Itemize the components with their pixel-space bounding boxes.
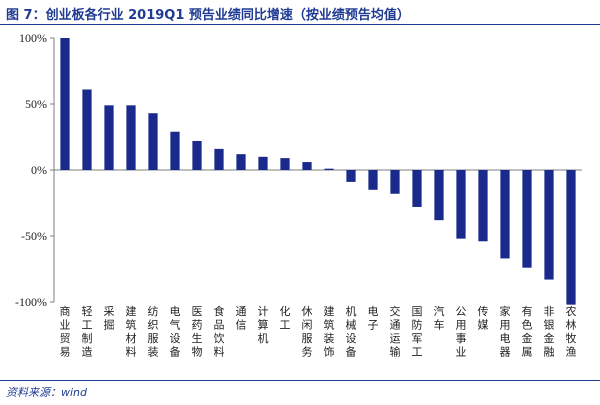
- x-category-label: 汽车: [434, 304, 445, 332]
- bar: [522, 170, 532, 268]
- bar: [412, 170, 422, 207]
- x-category-label: 计算机: [258, 305, 269, 345]
- x-category-label: 食品饮料: [214, 304, 225, 359]
- y-tick-label: -100%: [15, 295, 47, 309]
- source-rule: [0, 380, 600, 381]
- x-category-label: 农林牧渔: [566, 304, 577, 359]
- bar: [258, 156, 268, 170]
- x-category-label: 医药生物: [192, 305, 203, 359]
- x-category-label: 建筑装饰: [324, 304, 335, 359]
- bar: [434, 170, 444, 221]
- source-note: 资料来源：wind: [6, 386, 88, 399]
- x-category-label: 传媒: [478, 305, 489, 332]
- bar: [478, 170, 488, 242]
- bar-chart: 100% 50% 0% -50% -100% 商业贸易轻工制造采掘建筑材料纺织服装电气设…: [15, 31, 582, 359]
- x-category-label: 机械设备: [346, 304, 357, 359]
- bar: [280, 158, 290, 170]
- y-axis: 100% 50% 0% -50% -100%: [15, 31, 582, 309]
- x-category-label: 电气设备: [170, 305, 181, 359]
- bar: [60, 38, 70, 170]
- bar: [500, 170, 510, 259]
- bar: [148, 113, 158, 170]
- bar: [170, 131, 180, 170]
- x-category-label: 有色金属: [522, 304, 533, 359]
- x-category-label: 休闲服务: [302, 305, 313, 359]
- y-tick-label: 0%: [31, 163, 47, 177]
- x-category-label: 采掘: [104, 305, 115, 332]
- x-category-label: 纺织服装: [148, 304, 159, 359]
- bar: [456, 170, 466, 239]
- x-category-label: 轻工制造: [82, 304, 93, 359]
- category-labels: 商业贸易轻工制造采掘建筑材料纺织服装电气设备医药生物食品饮料通信计算机化工休闲服…: [60, 304, 577, 359]
- x-category-label: 化工: [280, 304, 291, 332]
- x-category-label: 建筑材料: [126, 304, 137, 359]
- bar: [82, 89, 92, 170]
- x-category-label: 通信: [236, 305, 247, 332]
- x-category-label: 非银金融: [544, 305, 555, 359]
- bar: [544, 170, 554, 280]
- title-rule: [0, 24, 600, 25]
- bar: [324, 168, 334, 170]
- x-category-label: 国防军工: [412, 305, 423, 359]
- bar: [126, 105, 136, 170]
- bars: [60, 38, 576, 305]
- x-category-label: 家用电器: [500, 304, 511, 359]
- figure-title: 图 7：创业板各行业 2019Q1 预告业绩同比增速（按业绩预告均值）: [6, 8, 410, 23]
- y-tick-label: -50%: [21, 229, 47, 243]
- y-tick-label: 50%: [25, 97, 47, 111]
- bar: [192, 140, 202, 170]
- bar: [346, 170, 356, 182]
- x-category-label: 商业贸易: [60, 304, 71, 359]
- bar: [566, 170, 576, 305]
- bar: [214, 148, 224, 170]
- bar: [302, 162, 312, 170]
- bar: [390, 170, 400, 194]
- bar: [368, 170, 378, 190]
- x-category-label: 公用事业: [456, 305, 467, 359]
- x-category-label: 电子: [368, 305, 379, 332]
- bar: [104, 105, 114, 170]
- y-tick-label: 100%: [19, 31, 47, 45]
- x-category-label: 交通运输: [390, 304, 401, 359]
- bar: [236, 154, 246, 170]
